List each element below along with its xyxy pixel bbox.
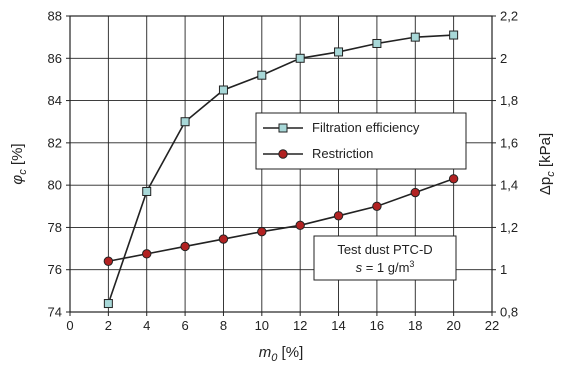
data-point-restriction	[372, 201, 382, 211]
y2-tick-label: 0,8	[500, 305, 518, 320]
data-point-restriction	[103, 256, 114, 266]
x-axis-title-unit: [%]	[277, 344, 303, 361]
y-tick-label: 78	[48, 220, 62, 235]
y2-tick-label: 2,2	[500, 9, 518, 24]
series-line-restriction	[108, 178, 454, 263]
legend-box	[255, 112, 467, 170]
test-dust-note: Test dust PTC-D s = 1 g/m3	[313, 235, 457, 281]
legend-label-filtration: Filtration efficiency	[312, 120, 420, 135]
x-tick-label: 10	[255, 318, 269, 333]
data-point-filtration	[257, 70, 267, 80]
y-tick-label: 84	[48, 93, 62, 108]
data-point-filtration	[142, 186, 152, 196]
note-line-2-sup: 3	[409, 259, 414, 269]
series-group	[103, 30, 459, 309]
y-tick-label: 74	[48, 305, 62, 320]
x-tick-label: 14	[331, 318, 345, 333]
y-tick-label: 88	[48, 9, 62, 24]
note-line-1: Test dust PTC-D	[337, 242, 432, 257]
data-point-filtration	[180, 117, 190, 127]
data-point-restriction	[448, 174, 459, 184]
y-axis-title-sub: c	[17, 169, 29, 175]
note-line-2: s = 1 g/m3	[356, 259, 415, 275]
x-tick-label: 22	[485, 318, 499, 333]
x-tick-label: 12	[293, 318, 307, 333]
y-tick-label: 76	[48, 262, 62, 277]
y-axis-title: φc [%]	[9, 143, 29, 184]
y-tick-label: 82	[48, 135, 62, 150]
y2-axis-title: Δpc [kPa]	[537, 133, 557, 195]
y2-tick-label: 1,8	[500, 93, 518, 108]
data-point-restriction	[295, 220, 305, 231]
data-point-filtration	[372, 38, 382, 48]
x-tick-label: 0	[66, 318, 73, 333]
data-point-filtration	[410, 32, 420, 42]
y-tick-label: 86	[48, 51, 62, 66]
plot-frame	[69, 15, 493, 313]
data-point-restriction	[410, 187, 420, 198]
y2-axis-title-main: Δp	[537, 177, 554, 195]
note-box	[313, 235, 457, 281]
x-tick-label: 4	[143, 318, 150, 333]
x-tick-label: 20	[446, 318, 460, 333]
x-axis-title-main: m	[259, 344, 272, 361]
note-line-2-var: s	[356, 260, 363, 275]
x-tick-label: 2	[105, 318, 112, 333]
legend-label-restriction: Restriction	[312, 146, 373, 161]
y2-axis-ticks: 0,8 1 1,2 1,4 1,6 1,8 2 2,2	[492, 9, 518, 320]
data-point-restriction	[257, 226, 267, 237]
y2-tick-label: 1,4	[500, 178, 518, 193]
y2-tick-label: 1,2	[500, 220, 518, 235]
y2-axis-title-sub: c	[545, 171, 557, 177]
y-axis-title-unit: [%]	[9, 143, 26, 169]
legend: Filtration efficiency Restriction	[255, 112, 467, 170]
note-line-2-eq: = 1 g/m	[362, 260, 409, 275]
x-tick-label: 6	[181, 318, 188, 333]
x-tick-label: 8	[220, 318, 227, 333]
x-tick-label: 18	[408, 318, 422, 333]
y2-tick-label: 1	[500, 262, 507, 277]
y2-tick-label: 1,6	[500, 135, 518, 150]
data-point-restriction	[218, 234, 229, 244]
data-point-restriction	[333, 211, 344, 221]
x-tick-label: 16	[370, 318, 384, 333]
data-point-filtration	[334, 47, 344, 57]
y-tick-label: 80	[48, 178, 62, 193]
y-axis-ticks: 74 76 78 80 82 84 86 88	[48, 9, 70, 320]
y2-tick-label: 2	[500, 51, 507, 66]
data-point-filtration	[218, 85, 228, 95]
x-axis-title: m0 [%]	[259, 344, 303, 364]
x-axis-ticks: 0 2 4 6 8 10 12 14 16 18 20 22	[66, 312, 499, 333]
data-point-restriction	[180, 241, 190, 252]
data-point-filtration	[295, 53, 305, 63]
legend-marker-filtration	[278, 123, 288, 133]
data-point-filtration	[449, 30, 459, 40]
y2-axis-title-unit: [kPa]	[537, 133, 554, 171]
series-line-filtration	[107, 34, 454, 304]
data-point-restriction	[142, 249, 152, 259]
data-point-filtration	[103, 299, 113, 309]
legend-marker-restriction	[278, 149, 288, 159]
y-axis-title-main: φ	[9, 175, 26, 185]
x-axis-title-sub: 0	[271, 352, 278, 364]
